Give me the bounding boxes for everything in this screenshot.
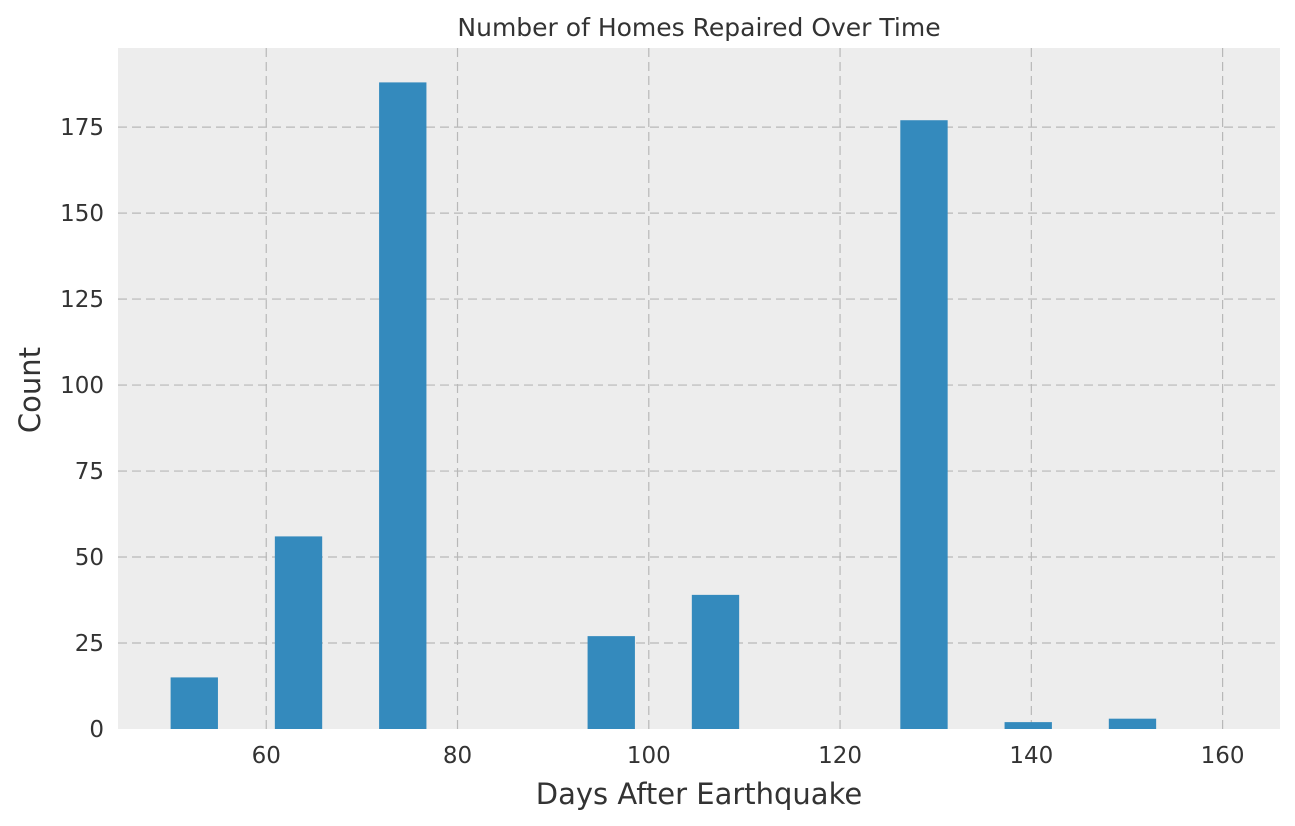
histogram-bar <box>379 82 427 730</box>
x-axis-label: Days After Earthquake <box>536 777 862 811</box>
y-axis-label: Count <box>13 347 47 433</box>
x-tick-label: 100 <box>627 743 671 769</box>
histogram-bar <box>274 536 323 729</box>
y-tick-label: 150 <box>60 201 104 227</box>
histogram-bar <box>587 636 635 729</box>
chart-title: Number of Homes Repaired Over Time <box>457 13 940 42</box>
histogram-bar <box>1108 718 1157 729</box>
x-tick-label: 160 <box>1201 743 1245 769</box>
x-tick-label: 80 <box>443 743 472 769</box>
y-tick-label: 175 <box>60 115 104 141</box>
bars <box>170 82 1157 730</box>
histogram-bar <box>170 677 218 729</box>
x-tick-label: 120 <box>818 743 862 769</box>
histogram-bar <box>900 120 948 729</box>
grid-lines <box>118 48 1280 729</box>
histogram-bar <box>691 594 740 729</box>
y-tick-label: 75 <box>75 459 104 485</box>
x-tick-label: 140 <box>1009 743 1053 769</box>
x-tick-label: 60 <box>252 743 281 769</box>
y-tick-label: 125 <box>60 287 104 313</box>
histogram-bar <box>1004 722 1052 729</box>
y-tick-label: 25 <box>75 631 104 657</box>
y-tick-label: 100 <box>60 373 104 399</box>
y-tick-label: 0 <box>89 717 104 743</box>
y-tick-label: 50 <box>75 545 104 571</box>
tick-labels: 60 80 100 120 140 160 0 25 50 75 100 125 150 175 <box>60 115 1244 769</box>
